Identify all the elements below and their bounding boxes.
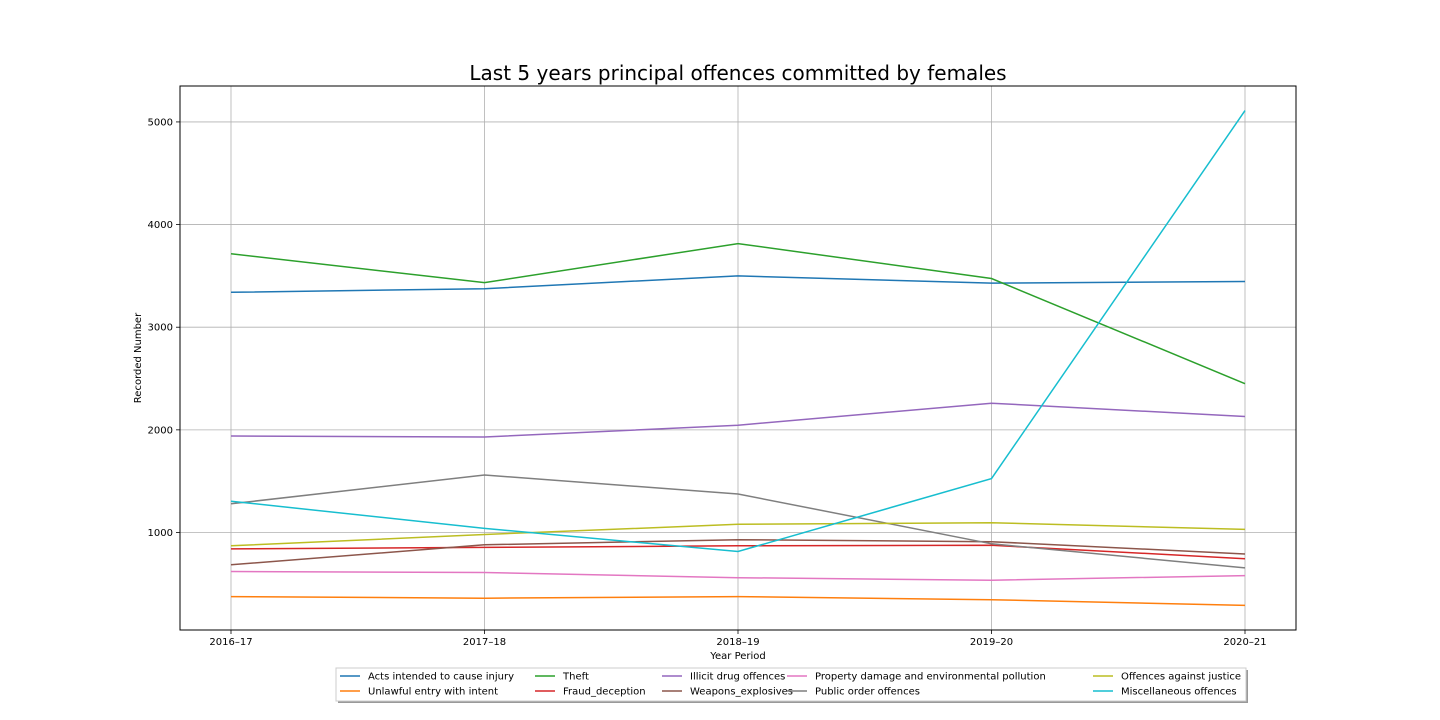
series-line-1 <box>230 275 1246 294</box>
series-line-5 <box>230 402 1246 438</box>
legend: Acts intended to cause injury Unlawful en… <box>335 667 1248 703</box>
legend-label-9: Offences against justice <box>1121 672 1241 683</box>
legend-label-3: Theft <box>562 672 589 683</box>
series-line-7 <box>230 570 1246 581</box>
x-axis-ticks: 2016–17 2017–18 2018–19 2019–20 2020–21 <box>209 630 1267 648</box>
legend-label-5: Illicit drug offences <box>690 672 785 683</box>
legend-label-10: Miscellaneous offences <box>1121 687 1237 698</box>
series-line-9 <box>230 521 1246 547</box>
legend-label-2: Unlawful entry with intent <box>368 687 498 698</box>
y-tick-label: 3000 <box>148 323 173 334</box>
legend-box <box>335 667 1247 702</box>
x-tick-label: 2017–18 <box>463 637 506 648</box>
series-line-2 <box>230 595 1246 607</box>
legend-label-7: Property damage and environmental pollut… <box>815 672 1046 683</box>
y-axis-label: Recorded Number <box>133 312 144 403</box>
series-line-3 <box>230 242 1246 385</box>
chart-title: Last 5 years principal offences committe… <box>469 61 1006 85</box>
x-tick-label: 2016–17 <box>209 637 252 648</box>
y-tick-label: 1000 <box>148 528 173 539</box>
series-lines <box>230 110 1246 607</box>
series-line-4 <box>230 544 1246 560</box>
series-line-8 <box>230 474 1246 569</box>
legend-label-6: Weapons_explosives <box>690 687 793 698</box>
x-tick-label: 2020–21 <box>1223 637 1266 648</box>
y-tick-label: 5000 <box>148 117 173 128</box>
x-tick-label: 2019–20 <box>970 637 1013 648</box>
legend-label-8: Public order offences <box>815 687 920 698</box>
y-axis-ticks: 1000 2000 3000 4000 5000 <box>148 117 180 539</box>
series-line-10 <box>230 110 1246 553</box>
x-axis-label: Year Period <box>709 651 766 662</box>
y-tick-label: 4000 <box>148 220 173 231</box>
y-tick-label: 2000 <box>148 425 173 436</box>
legend-label-1: Acts intended to cause injury <box>368 672 514 683</box>
x-tick-label: 2018–19 <box>716 637 759 648</box>
grid-lines <box>180 86 1296 630</box>
series-line-6 <box>230 538 1246 566</box>
legend-label-4: Fraud_deception <box>563 687 646 698</box>
